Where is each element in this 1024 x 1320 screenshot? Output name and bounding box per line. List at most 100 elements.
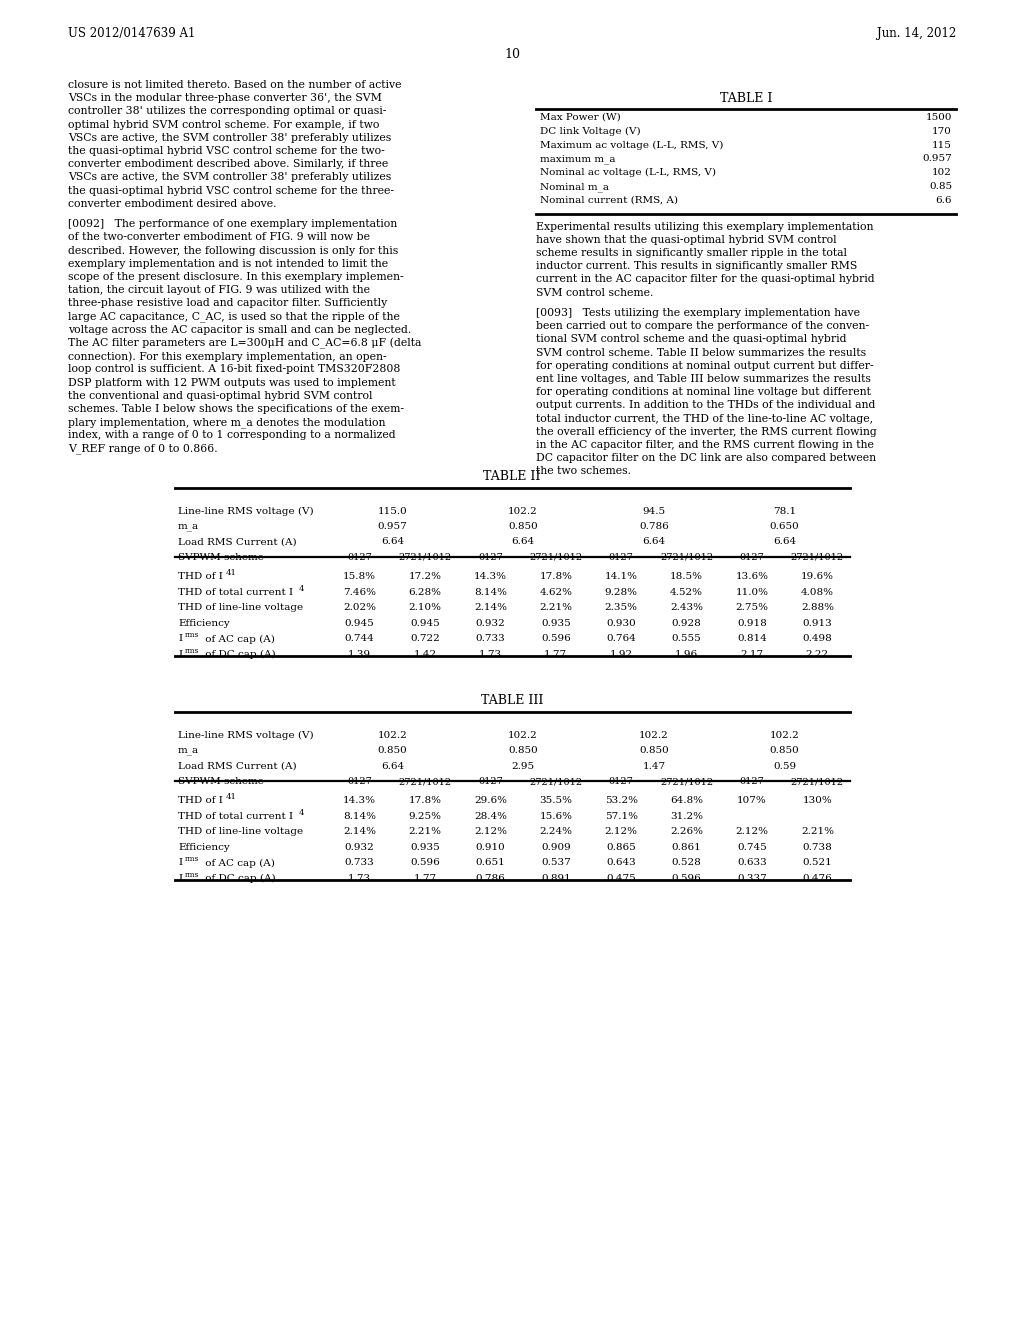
- Text: 130%: 130%: [803, 796, 833, 805]
- Text: 1.73: 1.73: [348, 874, 372, 883]
- Text: THD of I: THD of I: [178, 796, 223, 805]
- Text: 0.738: 0.738: [803, 843, 833, 851]
- Text: 2.21%: 2.21%: [540, 603, 572, 612]
- Text: 0.651: 0.651: [475, 858, 505, 867]
- Text: in the AC capacitor filter, and the RMS current flowing in the: in the AC capacitor filter, and the RMS …: [536, 440, 873, 450]
- Text: 2721/1012: 2721/1012: [529, 777, 583, 787]
- Text: THD of line-line voltage: THD of line-line voltage: [178, 603, 303, 612]
- Text: 0127: 0127: [478, 777, 503, 787]
- Text: 0127: 0127: [739, 553, 764, 562]
- Text: 0.910: 0.910: [475, 843, 505, 851]
- Text: 0127: 0127: [347, 553, 372, 562]
- Text: VSCs are active, the SVM controller 38' preferably utilizes: VSCs are active, the SVM controller 38' …: [68, 133, 391, 143]
- Text: Experimental results utilizing this exemplary implementation: Experimental results utilizing this exem…: [536, 222, 873, 231]
- Text: of DC cap (A): of DC cap (A): [202, 874, 275, 883]
- Text: 6.64: 6.64: [381, 537, 403, 546]
- Text: 0.850: 0.850: [508, 746, 538, 755]
- Text: 14.1%: 14.1%: [605, 573, 638, 581]
- Text: schemes. Table I below shows the specifications of the exem-: schemes. Table I below shows the specifi…: [68, 404, 404, 414]
- Text: THD of total current I: THD of total current I: [178, 812, 293, 821]
- Text: 19.6%: 19.6%: [801, 573, 834, 581]
- Text: converter embodiment described above. Similarly, if three: converter embodiment described above. Si…: [68, 160, 388, 169]
- Text: 0.945: 0.945: [345, 619, 375, 628]
- Text: of the two-converter embodiment of FIG. 9 will now be: of the two-converter embodiment of FIG. …: [68, 232, 370, 243]
- Text: ent line voltages, and Table III below summarizes the results: ent line voltages, and Table III below s…: [536, 374, 870, 384]
- Text: 0.935: 0.935: [541, 619, 570, 628]
- Text: the conventional and quasi-optimal hybrid SVM control: the conventional and quasi-optimal hybri…: [68, 391, 373, 401]
- Text: tional SVM control scheme and the quasi-optimal hybrid: tional SVM control scheme and the quasi-…: [536, 334, 847, 345]
- Text: 64.8%: 64.8%: [670, 796, 703, 805]
- Text: 0.643: 0.643: [606, 858, 636, 867]
- Text: 0.891: 0.891: [541, 874, 570, 883]
- Text: 94.5: 94.5: [642, 507, 666, 516]
- Text: 15.6%: 15.6%: [540, 812, 572, 821]
- Text: 6.64: 6.64: [381, 762, 403, 771]
- Text: 6.6: 6.6: [936, 195, 952, 205]
- Text: 2721/1012: 2721/1012: [660, 553, 713, 562]
- Text: 10: 10: [504, 48, 520, 61]
- Text: The AC filter parameters are L=300μH and C_AC=6.8 μF (delta: The AC filter parameters are L=300μH and…: [68, 338, 421, 350]
- Text: 14.3%: 14.3%: [474, 573, 507, 581]
- Text: 115: 115: [932, 141, 952, 149]
- Text: 102.2: 102.2: [508, 507, 538, 516]
- Text: large AC capacitance, C_AC, is used so that the ripple of the: large AC capacitance, C_AC, is used so t…: [68, 312, 400, 322]
- Text: 0.932: 0.932: [345, 843, 375, 851]
- Text: 1.39: 1.39: [348, 649, 372, 659]
- Text: 0.932: 0.932: [475, 619, 505, 628]
- Text: inductor current. This results in significantly smaller RMS: inductor current. This results in signif…: [536, 261, 857, 271]
- Text: 2.95: 2.95: [512, 762, 535, 771]
- Text: the quasi-optimal hybrid VSC control scheme for the two-: the quasi-optimal hybrid VSC control sch…: [68, 147, 385, 156]
- Text: 4: 4: [299, 585, 304, 593]
- Text: 2.10%: 2.10%: [409, 603, 441, 612]
- Text: been carried out to compare the performance of the conven-: been carried out to compare the performa…: [536, 321, 869, 331]
- Text: 170: 170: [932, 127, 952, 136]
- Text: 0.596: 0.596: [411, 858, 440, 867]
- Text: 1.42: 1.42: [414, 649, 436, 659]
- Text: 4.62%: 4.62%: [540, 587, 572, 597]
- Text: US 2012/0147639 A1: US 2012/0147639 A1: [68, 26, 196, 40]
- Text: 17.8%: 17.8%: [409, 796, 441, 805]
- Text: maximum m_a: maximum m_a: [540, 154, 615, 164]
- Text: 0.850: 0.850: [378, 746, 408, 755]
- Text: Load RMS Current (A): Load RMS Current (A): [178, 762, 297, 771]
- Text: 14.3%: 14.3%: [343, 796, 376, 805]
- Text: 6.64: 6.64: [512, 537, 535, 546]
- Text: 18.5%: 18.5%: [670, 573, 703, 581]
- Text: output currents. In addition to the THDs of the individual and: output currents. In addition to the THDs…: [536, 400, 876, 411]
- Text: 13.6%: 13.6%: [735, 573, 768, 581]
- Text: DC capacitor filter on the DC link are also compared between: DC capacitor filter on the DC link are a…: [536, 453, 877, 463]
- Text: 6.64: 6.64: [773, 537, 797, 546]
- Text: 0.85: 0.85: [929, 182, 952, 191]
- Text: for operating conditions at nominal line voltage but different: for operating conditions at nominal line…: [536, 387, 870, 397]
- Text: index, with a range of 0 to 1 corresponding to a normalized: index, with a range of 0 to 1 correspond…: [68, 430, 395, 441]
- Text: 31.2%: 31.2%: [670, 812, 703, 821]
- Text: SVPWM scheme: SVPWM scheme: [178, 777, 264, 787]
- Text: 2721/1012: 2721/1012: [398, 553, 452, 562]
- Text: optimal hybrid SVM control scheme. For example, if two: optimal hybrid SVM control scheme. For e…: [68, 120, 379, 129]
- Text: TABLE I: TABLE I: [720, 92, 772, 106]
- Text: 2.12%: 2.12%: [605, 828, 638, 837]
- Text: three-phase resistive load and capacitor filter. Sufficiently: three-phase resistive load and capacitor…: [68, 298, 387, 309]
- Text: closure is not limited thereto. Based on the number of active: closure is not limited thereto. Based on…: [68, 81, 401, 90]
- Text: 0.476: 0.476: [803, 874, 833, 883]
- Text: scope of the present disclosure. In this exemplary implemen-: scope of the present disclosure. In this…: [68, 272, 403, 282]
- Text: I: I: [178, 635, 182, 643]
- Text: 102.2: 102.2: [378, 730, 408, 739]
- Text: connection). For this exemplary implementation, an open-: connection). For this exemplary implemen…: [68, 351, 387, 362]
- Text: 0.918: 0.918: [737, 619, 767, 628]
- Text: 0.850: 0.850: [639, 746, 669, 755]
- Text: 2.22: 2.22: [806, 649, 828, 659]
- Text: TABLE II: TABLE II: [483, 470, 541, 483]
- Text: current in the AC capacitor filter for the quasi-optimal hybrid: current in the AC capacitor filter for t…: [536, 275, 874, 284]
- Text: 0.633: 0.633: [737, 858, 767, 867]
- Text: 1.73: 1.73: [479, 649, 502, 659]
- Text: 0.596: 0.596: [672, 874, 701, 883]
- Text: have shown that the quasi-optimal hybrid SVM control: have shown that the quasi-optimal hybrid…: [536, 235, 837, 244]
- Text: 0.786: 0.786: [639, 521, 669, 531]
- Text: 2.02%: 2.02%: [343, 603, 376, 612]
- Text: 2.12%: 2.12%: [735, 828, 768, 837]
- Text: of DC cap (A): of DC cap (A): [202, 649, 275, 659]
- Text: DC link Voltage (V): DC link Voltage (V): [540, 127, 641, 136]
- Text: 2.24%: 2.24%: [540, 828, 572, 837]
- Text: controller 38' utilizes the corresponding optimal or quasi-: controller 38' utilizes the correspondin…: [68, 107, 386, 116]
